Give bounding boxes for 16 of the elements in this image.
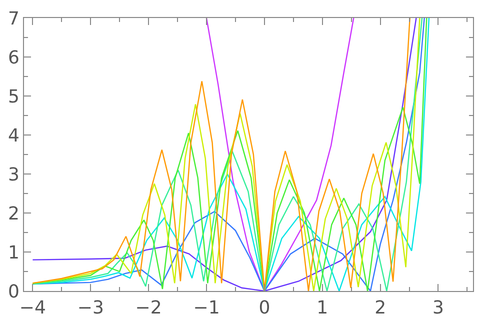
y-tick-label: 3 — [8, 164, 20, 186]
y-tick-label: 7 — [8, 8, 20, 30]
y-tick-label: 0 — [8, 281, 20, 302]
x-tick-label: 2 — [374, 298, 386, 319]
y-tick-label: 4 — [8, 125, 20, 146]
x-tick-label: −2 — [135, 298, 162, 319]
x-tick-label: 1 — [316, 298, 328, 319]
x-tick-label: 0 — [258, 298, 270, 319]
y-tick-label: 6 — [8, 47, 20, 68]
x-tick-label: −1 — [193, 298, 220, 319]
y-tick-label: 1 — [8, 242, 20, 264]
y-tick-label: 5 — [8, 86, 20, 108]
x-tick-label: 3 — [432, 298, 444, 319]
x-tick-label: −3 — [77, 298, 104, 319]
x-tick-label: −4 — [19, 298, 46, 319]
y-tick-label: 2 — [8, 203, 20, 224]
